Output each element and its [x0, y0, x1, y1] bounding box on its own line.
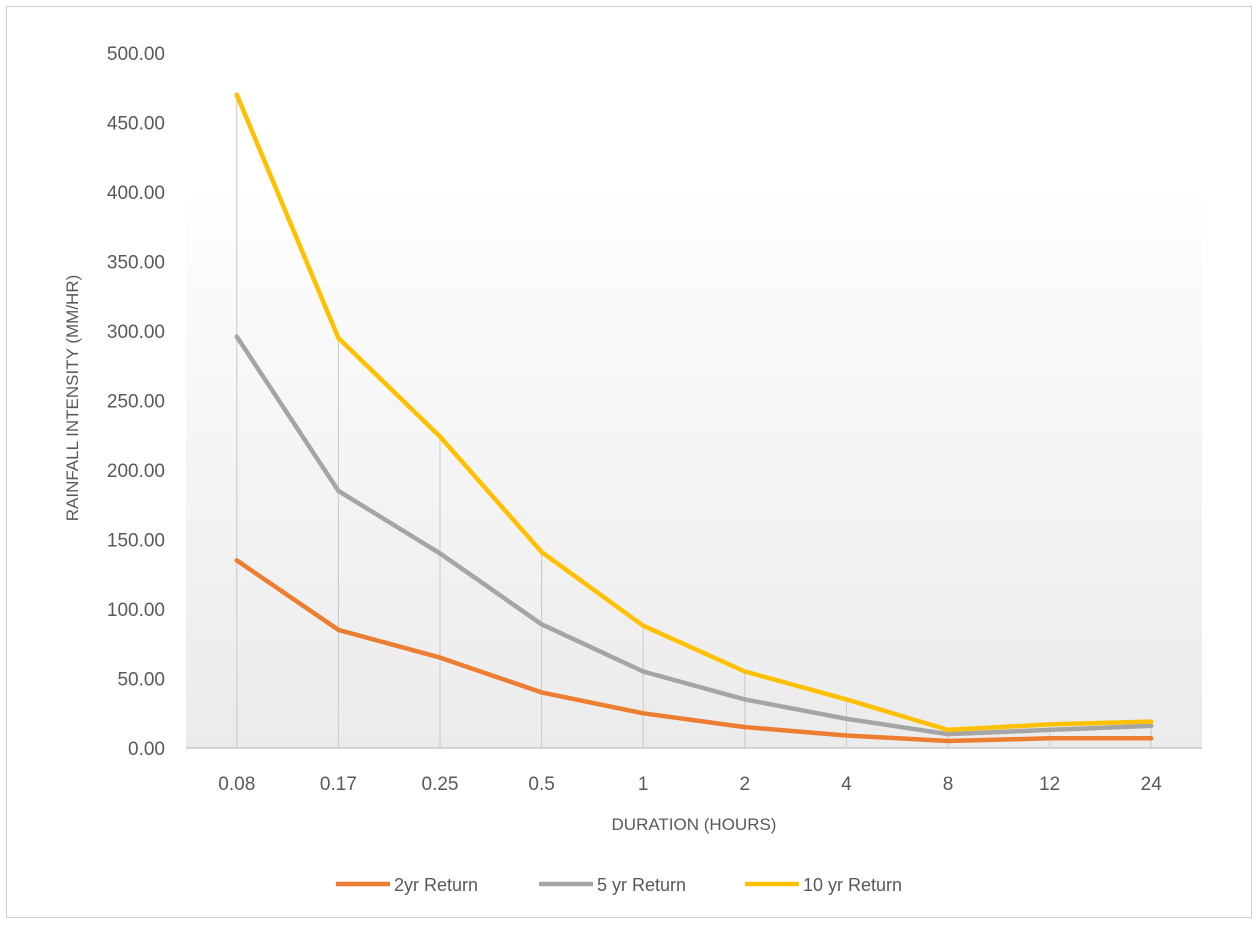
series-line	[234, 558, 1154, 744]
y-tick-label: 400.00	[107, 183, 165, 204]
y-tick-label: 50.00	[117, 670, 165, 691]
y-tick-label: 300.00	[107, 322, 165, 343]
x-tick-label: 4	[841, 774, 852, 795]
series-lines	[234, 92, 1154, 744]
series-line	[234, 334, 1154, 737]
y-tick-label: 200.00	[107, 461, 165, 482]
y-tick-label: 150.00	[107, 531, 165, 552]
plot-area	[186, 186, 1202, 748]
drop-lines	[236, 94, 1152, 748]
x-axis-title: DURATION (HOURS)	[612, 815, 777, 834]
y-tick-label: 350.00	[107, 253, 165, 274]
legend-label: 5 yr Return	[597, 875, 686, 895]
x-tick-label: 2	[740, 774, 751, 795]
x-tick-label: 8	[943, 774, 954, 795]
y-axis-tick-labels: 0.00 50.00 100.00 150.00 200.00 250.00 300.00 3…	[107, 44, 165, 760]
x-tick-label: 1	[638, 774, 649, 795]
legend: 2yr Return 5 yr Return 10 yr Return	[336, 875, 902, 895]
x-tick-label: 0.5	[528, 774, 554, 795]
x-axis-tick-labels: 0.08 0.17 0.25 0.5 1 2 4 8 12 24	[218, 774, 1162, 795]
x-tick-label: 0.25	[422, 774, 459, 795]
x-tick-label: 12	[1039, 774, 1060, 795]
y-tick-label: 250.00	[107, 392, 165, 413]
y-axis-title: RAINFALL INTENSITY (MM/HR)	[63, 275, 82, 522]
legend-label: 10 yr Return	[803, 875, 902, 895]
legend-label: 2yr Return	[394, 875, 478, 895]
y-tick-label: 0.00	[128, 739, 165, 760]
y-tick-label: 500.00	[107, 44, 165, 65]
y-tick-label: 100.00	[107, 600, 165, 621]
x-tick-label: 24	[1141, 774, 1163, 795]
x-tick-label: 0.17	[320, 774, 357, 795]
y-tick-label: 450.00	[107, 114, 165, 135]
x-tick-label: 0.08	[218, 774, 255, 795]
series-line	[234, 92, 1154, 733]
